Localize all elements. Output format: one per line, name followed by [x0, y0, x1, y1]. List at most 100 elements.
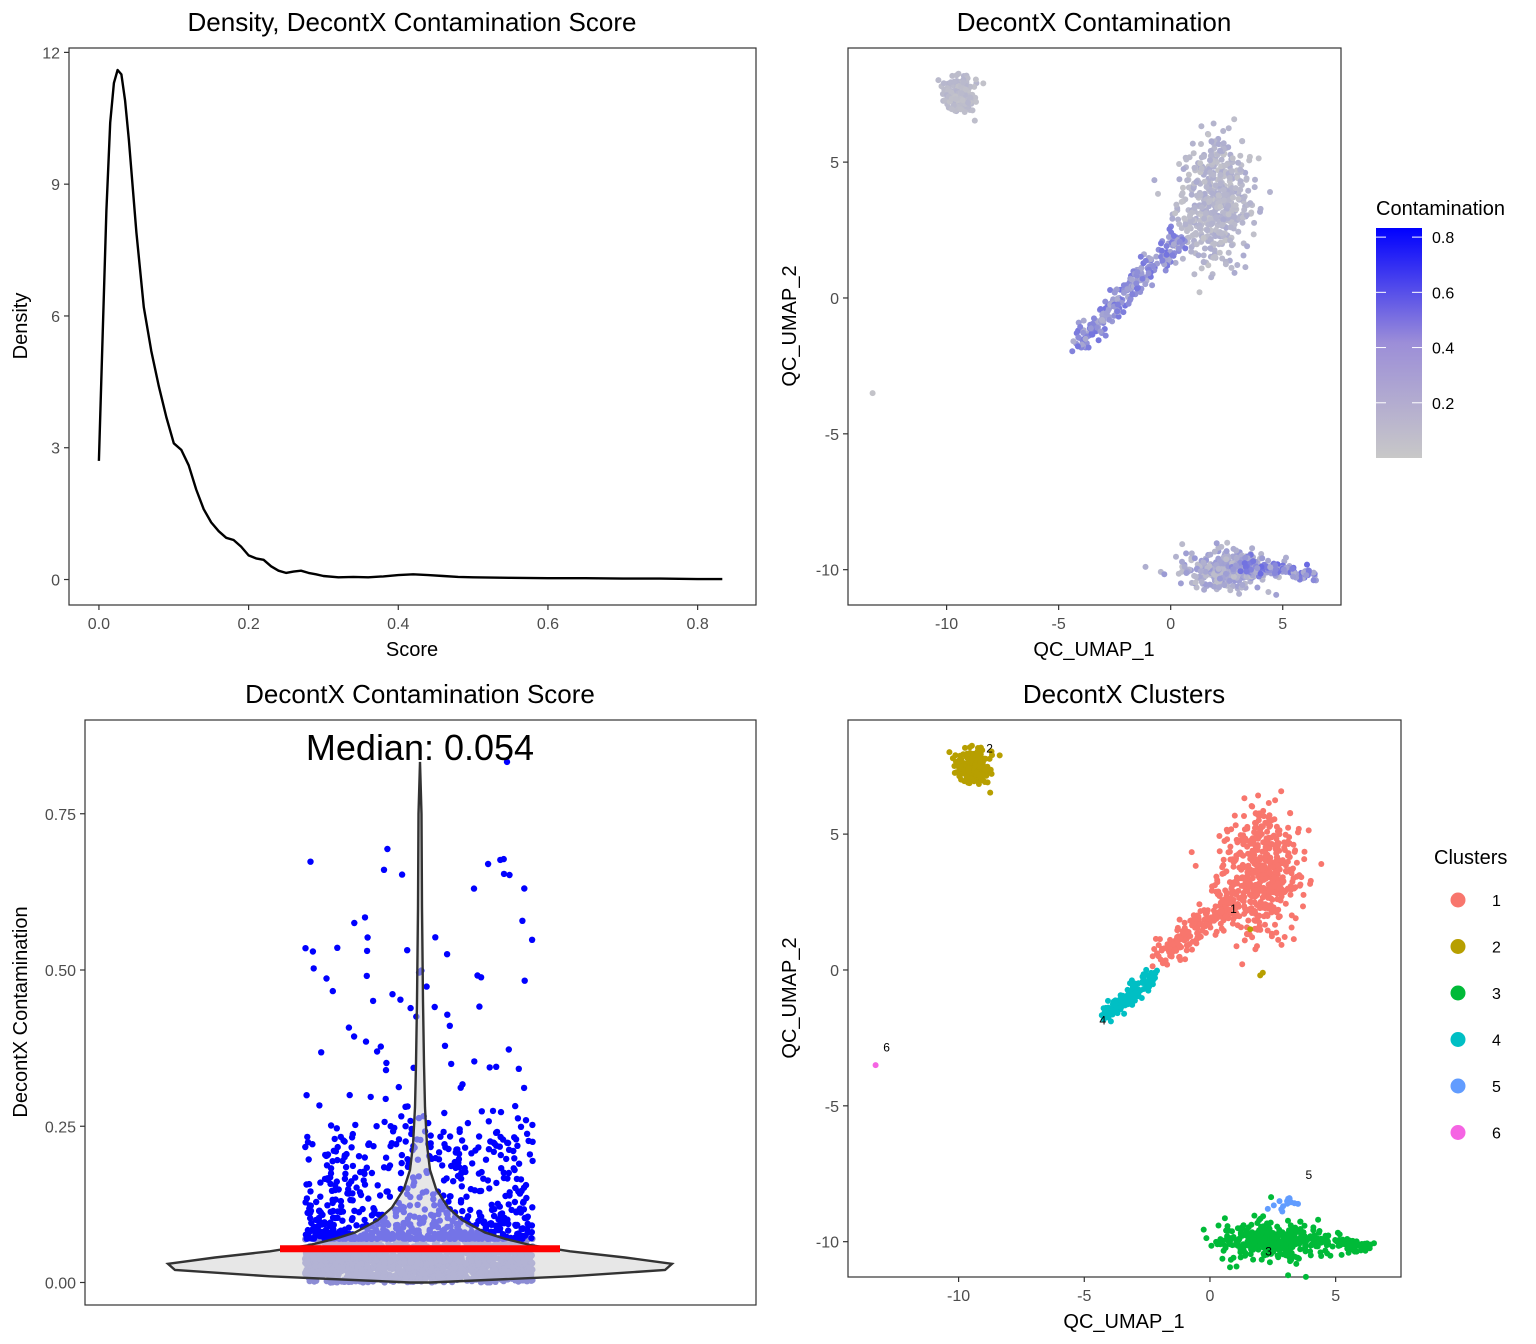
contamination-point [1228, 264, 1235, 271]
violin-point [464, 1119, 472, 1127]
contamination-umap-points [869, 70, 1319, 598]
cluster-point [1256, 925, 1263, 932]
contamination-point [1111, 289, 1118, 296]
cluster-point [1230, 863, 1237, 870]
violin-point [321, 1220, 328, 1228]
contamination-point [1129, 276, 1136, 283]
cluster-point [1149, 963, 1156, 970]
cluster-point [1300, 891, 1307, 898]
contamination-point [1205, 262, 1212, 269]
violin-point [529, 1157, 536, 1165]
contamination-point [1254, 565, 1261, 572]
cluster-point [1262, 844, 1269, 850]
contamination-point [1224, 539, 1231, 546]
violin-point [489, 1107, 497, 1115]
cluster-point [987, 789, 994, 796]
cluster-point [1207, 924, 1214, 931]
cluster-point [1183, 935, 1190, 942]
cluster-point [1284, 838, 1291, 845]
cluster-point [1181, 919, 1188, 926]
violin-point [309, 948, 317, 955]
violin-point [361, 1216, 368, 1224]
violin-point [404, 947, 411, 954]
contamination-point [1170, 232, 1177, 239]
median-annotation: Median: 0.054 [306, 727, 534, 768]
contamination-point [1225, 249, 1232, 256]
cluster-point [979, 771, 986, 778]
contamination-point [1209, 220, 1216, 227]
contamination-point [1198, 123, 1205, 130]
cluster-point [1249, 803, 1256, 810]
contamination-point [1184, 228, 1190, 235]
violin-point [331, 1182, 339, 1189]
violin-point [493, 1142, 500, 1149]
cluster-point [1315, 1216, 1322, 1223]
cluster-point [1263, 911, 1270, 918]
contamination-point [1191, 164, 1198, 171]
contamination-point [1139, 275, 1146, 282]
violin-point [514, 1221, 521, 1229]
cluster-point [1272, 797, 1279, 804]
contamination-point [1178, 225, 1185, 232]
violin-point [360, 1177, 367, 1184]
violin-point [307, 1215, 314, 1222]
cluster-point [1146, 979, 1153, 986]
violin-point [397, 1169, 405, 1177]
violin-point [454, 1146, 461, 1153]
cluster-point [1244, 931, 1251, 938]
contamination-point [1190, 150, 1197, 157]
violin-point [348, 1216, 356, 1224]
cluster-point [1282, 867, 1289, 874]
cluster-point [1255, 880, 1262, 887]
density-y-tick-label: 6 [51, 309, 60, 326]
cluster-point [1281, 934, 1288, 940]
violin-point [528, 936, 536, 943]
contamination-point [1133, 285, 1140, 292]
violin-point [522, 1117, 530, 1124]
violin-point [350, 1033, 358, 1040]
violin-point [523, 1130, 531, 1138]
contamination-point [1166, 226, 1173, 233]
violin-point [307, 1207, 315, 1215]
violin-point [327, 1174, 334, 1181]
cluster-point [965, 768, 972, 774]
violin-point [407, 1117, 414, 1125]
contamination-umap-y-tick-label: -5 [825, 427, 839, 444]
contamination-point [1077, 323, 1084, 330]
cluster-point [1231, 812, 1238, 819]
contamination-point [1231, 116, 1238, 123]
violin-point [476, 1209, 483, 1216]
violin-point [324, 1152, 331, 1159]
contamination-point [1198, 154, 1205, 161]
cluster-point [1200, 1226, 1207, 1233]
contamination-point [1218, 230, 1225, 237]
contamination-point [1213, 540, 1220, 547]
cluster-point [1174, 924, 1181, 931]
violin-y-tick-label: 0.50 [45, 963, 76, 980]
cluster-point [1219, 898, 1226, 905]
cluster-point [1217, 909, 1224, 916]
contamination-point [1211, 571, 1217, 578]
contamination-point [1252, 176, 1258, 183]
contamination-point [1208, 138, 1215, 145]
contamination-point [1243, 212, 1250, 219]
contamination-point [1210, 120, 1217, 127]
violin-point [443, 1175, 450, 1182]
cluster-point [1301, 856, 1308, 863]
cluster-point [1241, 837, 1248, 844]
contamination-point [1181, 563, 1188, 570]
violin-point [517, 1123, 525, 1131]
cluster-point [1264, 893, 1271, 900]
violin-point [373, 1123, 380, 1130]
cluster-point [1269, 896, 1276, 903]
contamination-point [1273, 591, 1280, 598]
contamination-point [1235, 228, 1242, 235]
cluster-point [1155, 942, 1162, 949]
contamination-point [1170, 241, 1177, 248]
violin-point [395, 1136, 403, 1143]
violin-point [316, 1228, 323, 1235]
violin-point [307, 1188, 314, 1195]
cluster-point [1274, 896, 1281, 903]
cluster-point [1254, 843, 1261, 850]
contamination-point [1233, 555, 1240, 562]
